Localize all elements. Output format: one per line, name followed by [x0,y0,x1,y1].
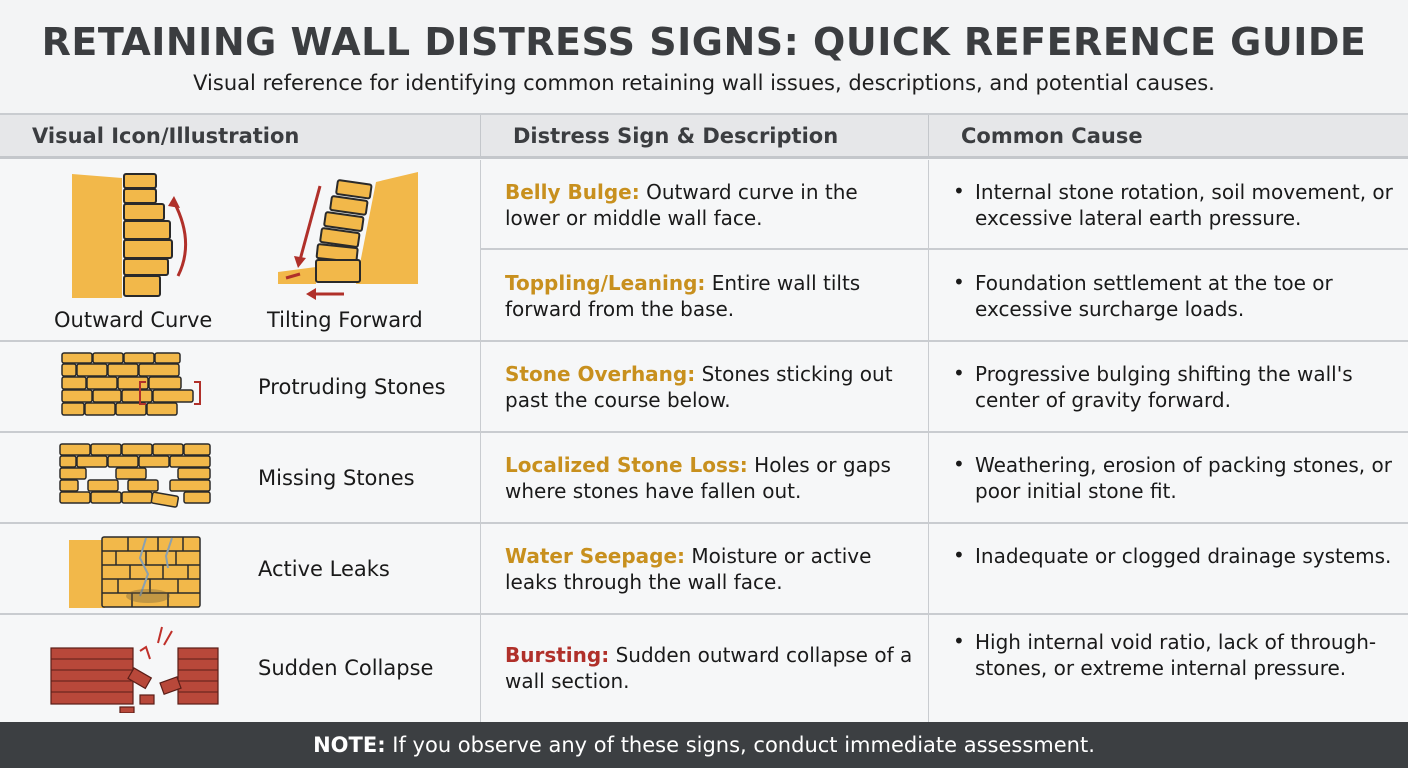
header: RETAINING WALL DISTRESS SIGNS: QUICK REF… [0,0,1408,115]
table-row: Outward Curve Tilting Forward Belly Bulg… [0,160,1408,342]
common-cause: Internal stone rotation, soil movement, … [975,180,1393,230]
distress-name: Bursting: [505,643,610,667]
distress-description: Toppling/Leaning: Entire wall tilts forw… [505,271,861,321]
outward-curve-wall-icon [72,173,188,298]
common-cause: Weathering, erosion of packing stones, o… [975,453,1392,503]
column-header-cause: Common Cause [961,124,1143,148]
table-header: Visual Icon/Illustration Distress Sign &… [0,115,1408,159]
distress-name: Localized Stone Loss: [505,453,748,477]
common-cause: Foundation settlement at the toe or exce… [975,271,1333,321]
icon-label: Tilting Forward [267,308,423,332]
distress-description: Stone Overhang: Stones sticking out past… [505,362,893,412]
distress-description: Bursting: Sudden outward collapse of a w… [505,643,913,693]
icon-label: Active Leaks [258,557,390,581]
tilting-wall-icon [278,172,418,300]
icon-label: Protruding Stones [258,375,446,399]
icon-label: Missing Stones [258,466,415,490]
collapsing-wall-icon [50,626,219,713]
leaking-wall-icon [69,536,201,608]
icon-label: Outward Curve [54,308,213,332]
table-row: Active Leaks Water Seepage: Moisture or … [0,524,1408,615]
distress-description: Belly Bulge: Outward curve in the lower … [505,180,858,230]
distress-name: Water Seepage: [505,544,686,568]
common-cause: Progressive bulging shifting the wall's … [975,362,1353,412]
protruding-stones-icon [61,352,201,416]
footer-note: NOTE: If you observe any of these signs,… [0,722,1408,768]
missing-stones-icon [59,443,211,508]
page-title: RETAINING WALL DISTRESS SIGNS: QUICK REF… [41,20,1367,64]
common-cause: High internal void ratio, lack of throug… [975,630,1377,680]
distress-name: Toppling/Leaning: [505,271,706,295]
common-cause: Inadequate or clogged drainage systems. [975,544,1392,568]
icon-label: Sudden Collapse [258,656,434,680]
distress-description: Water Seepage: Moisture or active leaks … [505,544,872,594]
distress-name: Stone Overhang: [505,362,696,386]
column-header-visual: Visual Icon/Illustration [0,115,481,156]
distress-description: Localized Stone Loss: Holes or gaps wher… [505,453,891,503]
distress-name: Belly Bulge: [505,180,640,204]
page-subtitle: Visual reference for identifying common … [193,71,1215,95]
table-row: Protruding Stones Stone Overhang: Stones… [0,342,1408,433]
column-header-description: Distress Sign & Description [481,115,929,156]
table-row: Sudden Collapse Bursting: Sudden outward… [0,615,1408,722]
table-row: Missing Stones Localized Stone Loss: Hol… [0,433,1408,524]
